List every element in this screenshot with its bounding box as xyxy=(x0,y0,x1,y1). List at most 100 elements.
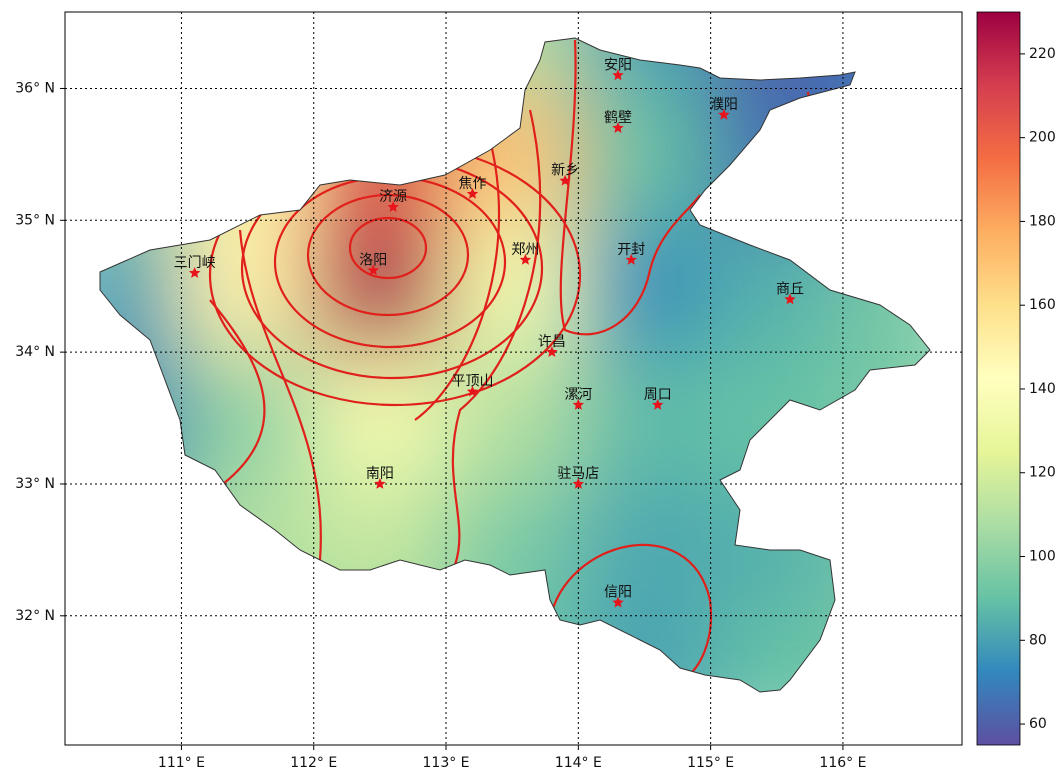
heat-cell xyxy=(445,351,580,485)
city-label: 南阳 xyxy=(366,466,394,482)
city-marker xyxy=(367,264,379,276)
city-marker xyxy=(466,385,479,397)
city-label: 驻马店 xyxy=(557,466,599,482)
colorbar xyxy=(976,11,1021,746)
city-label: 周口 xyxy=(644,387,672,403)
heat-cell xyxy=(312,38,448,90)
contour-line xyxy=(306,193,470,317)
city-label: 信阳 xyxy=(604,585,632,601)
heat-cell xyxy=(841,482,930,617)
x-tick-label: 112° E xyxy=(290,755,337,771)
city-marker xyxy=(784,293,796,305)
city-marker xyxy=(652,398,664,410)
heat-cell xyxy=(445,614,580,692)
city-marker xyxy=(546,346,558,357)
y-tick-label: 32° N xyxy=(15,608,55,624)
city-label: 焦作 xyxy=(458,176,486,192)
heat-cell xyxy=(100,351,183,485)
x-tick-label: 114° E xyxy=(555,755,602,771)
x-tick-label: 113° E xyxy=(423,755,470,771)
heat-cell xyxy=(577,87,712,222)
city-marker xyxy=(374,478,386,489)
heat-cell xyxy=(445,38,580,90)
heat-cell xyxy=(709,614,844,692)
city-marker xyxy=(466,187,479,199)
city-label: 安阳 xyxy=(604,57,632,73)
city-marker xyxy=(572,398,584,410)
city-marker xyxy=(612,122,624,133)
map-frame xyxy=(64,11,963,746)
heat-cell xyxy=(445,482,580,617)
heat-cell xyxy=(180,482,315,617)
heat-cell xyxy=(312,614,448,692)
heat-cell xyxy=(180,351,315,485)
heat-cell xyxy=(709,351,844,485)
heat-cell xyxy=(577,482,712,617)
y-tick-label: 36° N xyxy=(15,80,55,96)
contour-line xyxy=(548,543,713,681)
x-tick-label: 115° E xyxy=(687,755,734,771)
y-tick-label: 34° N xyxy=(15,344,55,360)
contour-line xyxy=(414,109,542,566)
city-label: 三门峡 xyxy=(174,255,216,271)
city-label: 洛阳 xyxy=(359,252,387,268)
city-label: 漯河 xyxy=(564,387,592,403)
colorbar-tick-label: 220 xyxy=(1029,46,1056,62)
city-label: 郑州 xyxy=(511,242,539,258)
city-label: 濮阳 xyxy=(710,97,738,113)
contour-line xyxy=(559,39,701,336)
heat-cell xyxy=(312,219,448,354)
heat-cell xyxy=(841,87,930,222)
heat-cell xyxy=(577,351,712,485)
heat-cell xyxy=(312,482,448,617)
heat-field xyxy=(100,38,930,692)
city-marker xyxy=(559,174,571,186)
heat-cell xyxy=(180,87,315,222)
heat-cell xyxy=(100,87,183,222)
city-marker xyxy=(718,108,730,120)
province-outline xyxy=(99,37,931,693)
heat-cell xyxy=(180,614,315,692)
city-marker xyxy=(387,201,399,212)
heat-cell xyxy=(577,614,712,692)
city-label: 新乡 xyxy=(551,163,579,179)
city-label: 鹤壁 xyxy=(604,110,632,126)
grid: 111° E 112° E 113° E 114° E 115° E 116° E 32° … xyxy=(15,12,962,771)
heat-cell xyxy=(841,219,930,354)
colorbar-tick-label: 80 xyxy=(1029,632,1047,648)
contour-line xyxy=(209,229,322,561)
city-label: 平顶山 xyxy=(451,374,493,390)
colorbar-tick-label: 160 xyxy=(1029,297,1056,313)
y-tick-label: 33° N xyxy=(15,476,55,492)
heat-cell xyxy=(841,351,930,485)
city-label: 开封 xyxy=(617,242,645,258)
heat-cell xyxy=(100,219,183,354)
heat-cell xyxy=(100,482,183,617)
colorbar-tick-label: 200 xyxy=(1029,130,1056,146)
city-marker xyxy=(612,596,624,608)
city-label: 济源 xyxy=(379,189,407,205)
colorbar-tick-label: 100 xyxy=(1029,549,1056,565)
x-tick-label: 111° E xyxy=(158,755,205,771)
heat-cell xyxy=(312,351,448,485)
x-tick-label: 116° E xyxy=(819,755,866,771)
colorbar-ticks: 60 80 100 120 140 160 180 200 220 xyxy=(1020,46,1056,732)
contour-line xyxy=(348,216,428,280)
heat-cell xyxy=(100,614,183,692)
city-marker xyxy=(188,267,201,278)
heat-cell xyxy=(841,38,930,90)
city-label: 许昌 xyxy=(538,334,566,350)
colorbar-tick-label: 180 xyxy=(1029,213,1056,229)
y-tick-label: 35° N xyxy=(15,212,55,228)
heat-cell xyxy=(841,614,930,692)
heat-cell xyxy=(100,38,183,90)
colorbar-tick-label: 60 xyxy=(1029,716,1047,732)
heat-cell xyxy=(445,219,580,354)
colorbar-tick-label: 120 xyxy=(1029,465,1056,481)
heat-cell xyxy=(180,38,315,90)
colorbar-tick-label: 140 xyxy=(1029,381,1056,397)
city-marker xyxy=(572,478,584,489)
